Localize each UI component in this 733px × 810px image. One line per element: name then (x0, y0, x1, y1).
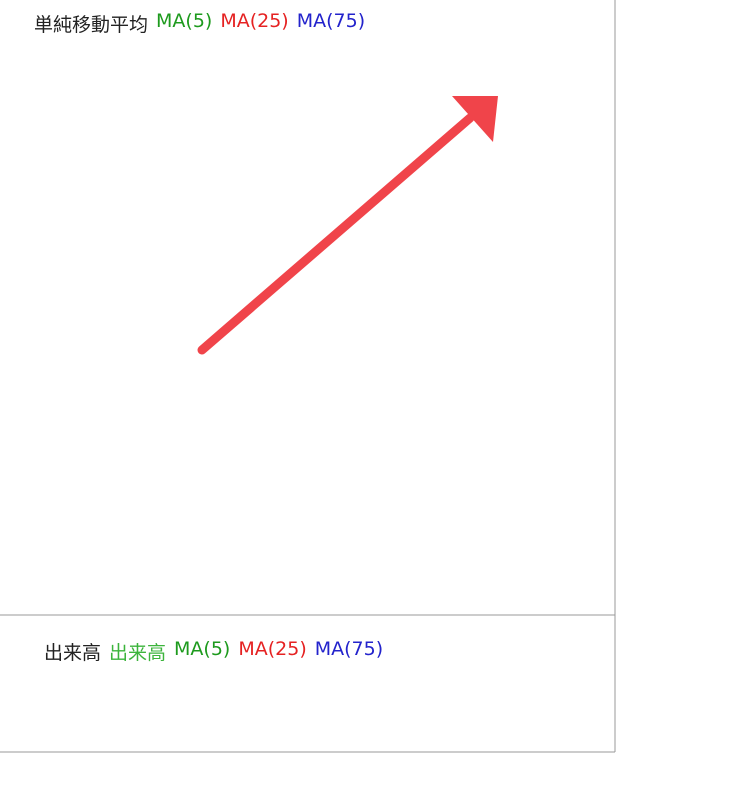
legend-entry: MA(5) (174, 638, 231, 660)
trend-arrow (197, 113, 475, 355)
legend-title: 単純移動平均 (34, 14, 149, 36)
legend-entry: MA(75) (314, 638, 384, 660)
arrow-head (452, 96, 498, 142)
volume-legend: 出来高 出来高 MA(5) MA(25) MA(75) (44, 638, 383, 665)
legend-entry: 出来高 (109, 642, 167, 664)
price-legend: 単純移動平均 MA(5) MA(25) MA(75) (34, 10, 365, 37)
legend-entry: MA(25) (220, 10, 289, 32)
legend-entry: MA(5) (156, 10, 213, 32)
legend-entry: MA(25) (238, 638, 307, 660)
legend-entry: MA(75) (296, 10, 366, 32)
legend-title: 出来高 (44, 642, 102, 664)
